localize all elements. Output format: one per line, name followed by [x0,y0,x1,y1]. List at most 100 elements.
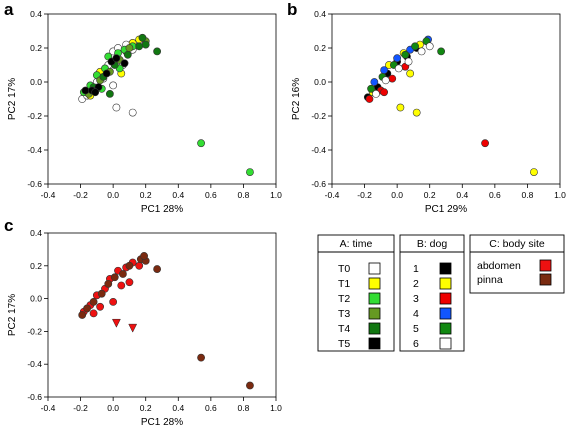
data-point [96,302,105,311]
x-tick-label: 1.0 [270,190,282,200]
plot-frame [331,13,561,185]
data-point [125,261,134,270]
legend-entry-label: T0 [338,263,350,275]
legend-swatch [368,292,381,305]
data-point [138,33,147,42]
data-point [388,74,397,83]
x-tick-label: -0.2 [357,190,372,200]
data-point-triangle [111,318,121,328]
data-point [372,90,380,98]
data-point [197,353,205,362]
legend-swatch [439,322,452,335]
data-point [380,88,389,97]
y-tick-label: -0.4 [27,359,42,369]
y-tick-label: 0.0 [30,77,42,87]
y-tick-label: 0.4 [30,228,42,238]
data-point [78,311,87,319]
legend-box [317,234,395,352]
x-axis-label: PC1 28% [141,417,183,428]
x-tick-label: 0.8 [238,403,250,413]
data-point [109,81,118,90]
data-point [102,69,111,78]
x-tick-label: 0.8 [238,190,250,200]
legend-entry-label: T1 [338,278,350,290]
data-point [412,108,421,117]
data-point [140,252,148,260]
y-tick-label: -0.6 [27,392,42,402]
legend-entry-label: 5 [413,323,419,335]
y-tick-label: -0.6 [27,179,42,189]
legend-entry-label: pinna [477,274,503,286]
x-tick-label: 0.2 [140,190,152,200]
y-tick-label: 0.4 [30,9,42,19]
panel-letter: c [4,216,13,235]
x-tick-label: 0.6 [205,403,217,413]
panel-letter: a [4,0,14,19]
legend-swatch [539,273,552,286]
legend-swatch [368,337,381,350]
legend-entry-label: T3 [338,308,350,320]
x-tick-label: 0.4 [456,190,468,200]
data-point [105,90,114,98]
data-point [109,297,118,306]
data-point [393,54,402,63]
x-tick-label: 0.0 [107,190,119,200]
legend-swatch [439,262,452,275]
data-point [128,108,137,117]
y-tick-label: -0.2 [27,111,42,121]
data-point [135,42,144,51]
data-point [81,86,90,95]
data-point [91,88,100,97]
legend-entry-label: T5 [338,338,350,350]
data-point [89,297,98,306]
data-point [89,309,98,318]
x-tick-label: 0.2 [140,403,152,413]
data-point [120,59,129,68]
data-point [119,270,127,278]
x-tick-label: 0.0 [391,190,403,200]
data-point [104,279,113,288]
y-tick-label: 0.0 [314,77,326,87]
data-point [481,139,489,148]
data-point [411,42,419,51]
legend-title: B: dog [417,238,448,250]
legend-entry-label: T4 [338,323,350,335]
data-point [425,42,434,51]
y-tick-label: -0.2 [27,326,42,336]
data-point [530,168,538,176]
panel-c: c-0.4 -0.2 0.0 0.2 0.4 0.6 0.8 1.0-0.6-0.4-0.20… [4,216,282,428]
data-point [365,95,374,103]
data-point [117,281,126,290]
legend-swatch [439,337,452,350]
legend-swatch [368,307,381,320]
legend-swatch [539,259,552,272]
data-point [125,44,134,52]
legend-title: C: body site [489,238,545,250]
x-tick-label: 0.6 [205,190,217,200]
legend-swatch [368,262,381,275]
y-tick-label: 0.4 [314,9,326,19]
plot-frame [47,232,277,398]
data-point [404,57,413,66]
data-point [437,47,446,56]
x-tick-label: 0.4 [172,190,184,200]
data-point [112,103,121,112]
legend-entry-label: 2 [413,278,419,290]
y-tick-label: 0.2 [30,261,42,271]
y-axis-label: PC2 17% [7,78,18,120]
data-point [246,381,254,390]
y-tick-label: -0.4 [311,145,326,155]
legend-entry-label: abdomen [477,260,521,272]
legend-swatch [368,322,381,335]
y-tick-label: 0.0 [30,294,42,304]
x-tick-label: -0.4 [325,190,340,200]
legend-box [399,234,465,352]
legend-entry-label: 3 [413,293,419,305]
x-tick-label: -0.2 [73,190,88,200]
plot-frame [47,13,277,185]
data-point [394,64,403,73]
data-point [110,273,119,282]
data-point [367,84,375,93]
x-tick-label: 0.8 [522,190,534,200]
legend-swatch [439,307,452,320]
